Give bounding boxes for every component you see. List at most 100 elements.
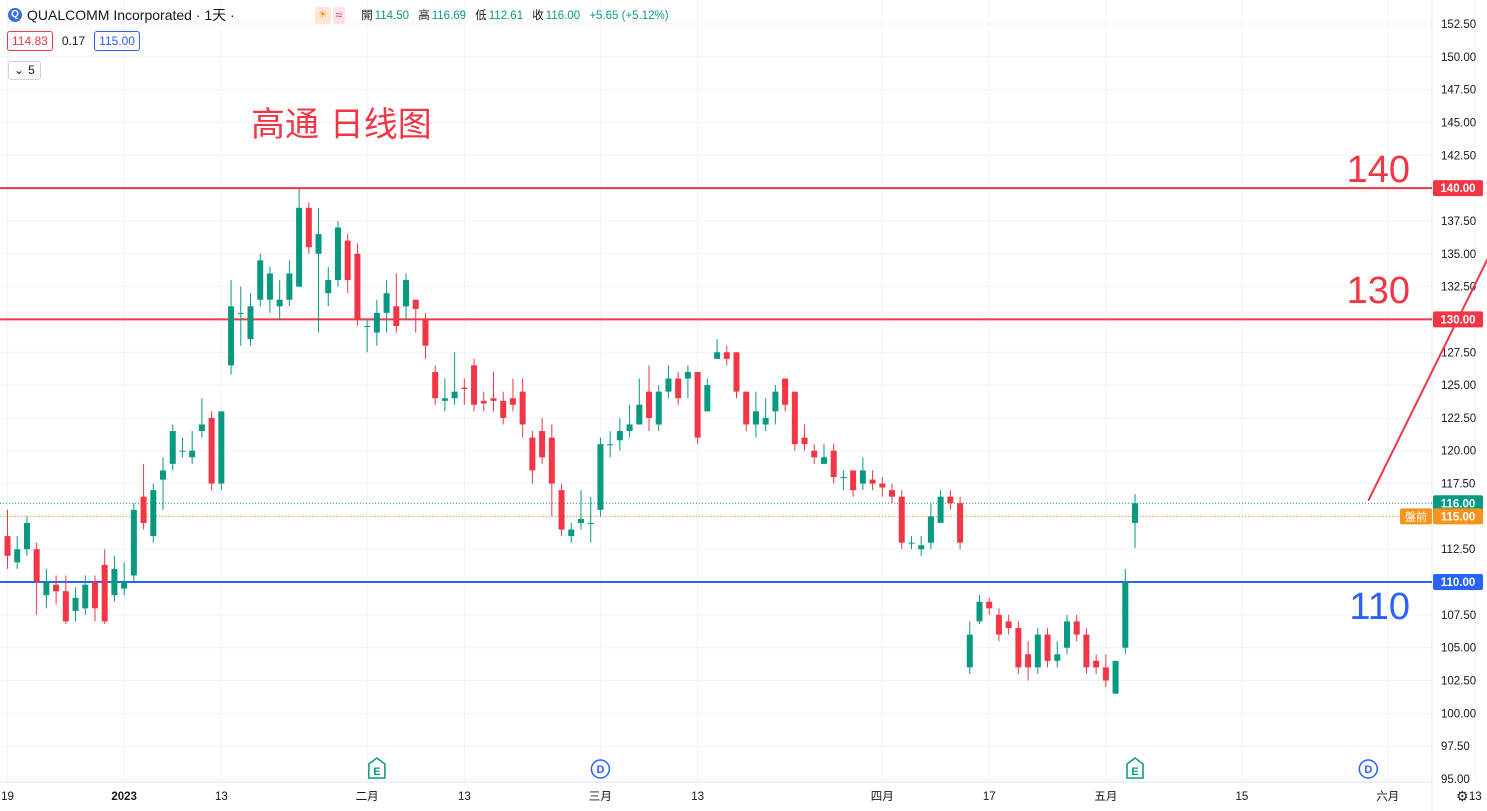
candle-body bbox=[43, 582, 50, 596]
bid-button[interactable]: 114.83 bbox=[7, 31, 53, 51]
earnings-marker-label: E bbox=[1131, 766, 1138, 778]
candle-body bbox=[752, 411, 759, 425]
candle-body bbox=[1063, 621, 1070, 648]
candle-body bbox=[286, 273, 293, 300]
y-tick-label: 95.00 bbox=[1441, 774, 1470, 786]
candle-body bbox=[53, 584, 60, 592]
y-tick-label: 105.00 bbox=[1441, 643, 1476, 655]
y-tick-label: 112.50 bbox=[1441, 544, 1475, 556]
spread-value: 0.17 bbox=[61, 34, 86, 48]
candle-body bbox=[1093, 660, 1100, 668]
dividend-marker bbox=[1358, 759, 1379, 779]
candle-body bbox=[655, 391, 662, 425]
candle-body bbox=[412, 299, 419, 309]
candle-body bbox=[189, 450, 196, 458]
candle-body bbox=[111, 568, 118, 596]
candle-body bbox=[772, 391, 779, 412]
candle-body bbox=[1015, 628, 1022, 668]
x-tick-label: 17 bbox=[983, 791, 996, 803]
y-tick-label: 152.50 bbox=[1441, 19, 1476, 31]
candle-body bbox=[403, 280, 410, 307]
level-price-tag: 140.00 bbox=[1440, 183, 1475, 195]
candle-body bbox=[976, 601, 983, 622]
candle-body bbox=[927, 516, 934, 543]
title-annotation: 高通 日线图 bbox=[251, 105, 432, 145]
y-tick-label: 147.50 bbox=[1441, 85, 1476, 97]
candle-body bbox=[150, 490, 157, 537]
x-tick-label: 四月 bbox=[871, 791, 894, 803]
candle-body bbox=[208, 417, 215, 484]
open-value: 114.50 bbox=[374, 10, 410, 22]
level-price-tag-bg bbox=[1433, 574, 1483, 591]
symbol-logo[interactable]: Q bbox=[8, 8, 22, 22]
earnings-marker bbox=[1126, 757, 1144, 779]
candle-body bbox=[1044, 634, 1051, 661]
ohlc-values: 開 114.50 高 116.69 低 112.61 收 116.00 +5.65 (+… bbox=[361, 7, 674, 23]
candle-body bbox=[859, 470, 866, 484]
premarket-price-tag-bg bbox=[1433, 508, 1483, 525]
quote-bar: 114.83 0.17 115.00 bbox=[7, 31, 140, 51]
premarket-badge: 盤前 bbox=[1405, 509, 1427, 523]
change-value: +5.65 (+5.12%) bbox=[589, 10, 669, 22]
candle-body bbox=[334, 227, 341, 281]
candle-body bbox=[179, 450, 186, 452]
indicator-count: 5 bbox=[28, 63, 35, 77]
symbol-title[interactable]: QUALCOMM Incorporated · 1天 · bbox=[27, 7, 235, 23]
x-tick-label: 19 bbox=[1, 791, 14, 803]
premarket-badge-bg bbox=[1400, 508, 1432, 525]
candle-body bbox=[101, 564, 108, 622]
level-price-tag-bg bbox=[1433, 311, 1483, 328]
candle-body bbox=[500, 400, 507, 418]
candle-body bbox=[422, 319, 429, 346]
earnings-marker-label: E bbox=[373, 766, 380, 778]
x-tick-label: 13 bbox=[458, 791, 471, 803]
candle-body bbox=[169, 431, 176, 464]
y-tick-label: 107.50 bbox=[1441, 610, 1476, 622]
y-tick-label: 102.50 bbox=[1441, 676, 1476, 688]
y-tick-label: 122.50 bbox=[1441, 413, 1476, 425]
candle-body bbox=[733, 352, 740, 392]
sun-cloud-icon[interactable]: ☀ bbox=[314, 6, 331, 24]
candle-body bbox=[441, 398, 448, 401]
x-tick-label: 13 bbox=[691, 791, 704, 803]
candle-body bbox=[704, 385, 711, 412]
candle-body bbox=[344, 240, 351, 281]
indicators-toggle[interactable]: ⌄ 5 bbox=[8, 61, 41, 80]
wave-icon[interactable]: ≈ bbox=[332, 6, 346, 24]
candle-body bbox=[480, 400, 487, 404]
candle-body bbox=[636, 404, 643, 425]
candle-body bbox=[509, 398, 516, 405]
level-price-tag: 130.00 bbox=[1440, 314, 1475, 326]
candle-body bbox=[558, 490, 565, 530]
candle-body bbox=[257, 260, 264, 300]
x-tick-label: 三月 bbox=[589, 791, 612, 803]
x-tick-label: 五月 bbox=[1094, 791, 1117, 803]
candle-body bbox=[451, 391, 458, 399]
candle-body bbox=[529, 437, 536, 471]
y-tick-label: 132.50 bbox=[1441, 282, 1476, 294]
x-tick-label: 15 bbox=[1236, 791, 1249, 803]
candle-body bbox=[675, 378, 682, 399]
chevron-down-icon: ⌄ bbox=[14, 63, 25, 77]
candle-body bbox=[801, 437, 808, 445]
x-tick-label: 六月 bbox=[1376, 790, 1399, 803]
trend-arrow-line bbox=[1367, 257, 1487, 502]
gear-icon[interactable]: ⚙ bbox=[1456, 788, 1469, 804]
candle-body bbox=[539, 431, 546, 458]
candle-body bbox=[889, 490, 896, 497]
candle-body bbox=[646, 391, 653, 418]
candle-body bbox=[879, 483, 886, 488]
close-label: 收 bbox=[532, 10, 544, 22]
candle-body bbox=[364, 326, 371, 327]
candle-body bbox=[820, 457, 827, 464]
candle-body bbox=[266, 273, 273, 300]
ask-button[interactable]: 115.00 bbox=[94, 31, 140, 51]
chart-header: Q QUALCOMM Incorporated · 1天 · ☀ ≈ 開 114.… bbox=[8, 5, 675, 25]
candle-body bbox=[247, 306, 254, 340]
candle-body bbox=[1054, 654, 1061, 661]
y-tick-label: 127.50 bbox=[1441, 347, 1476, 359]
y-tick-label: 150.00 bbox=[1441, 52, 1476, 64]
candle-body bbox=[237, 312, 244, 314]
